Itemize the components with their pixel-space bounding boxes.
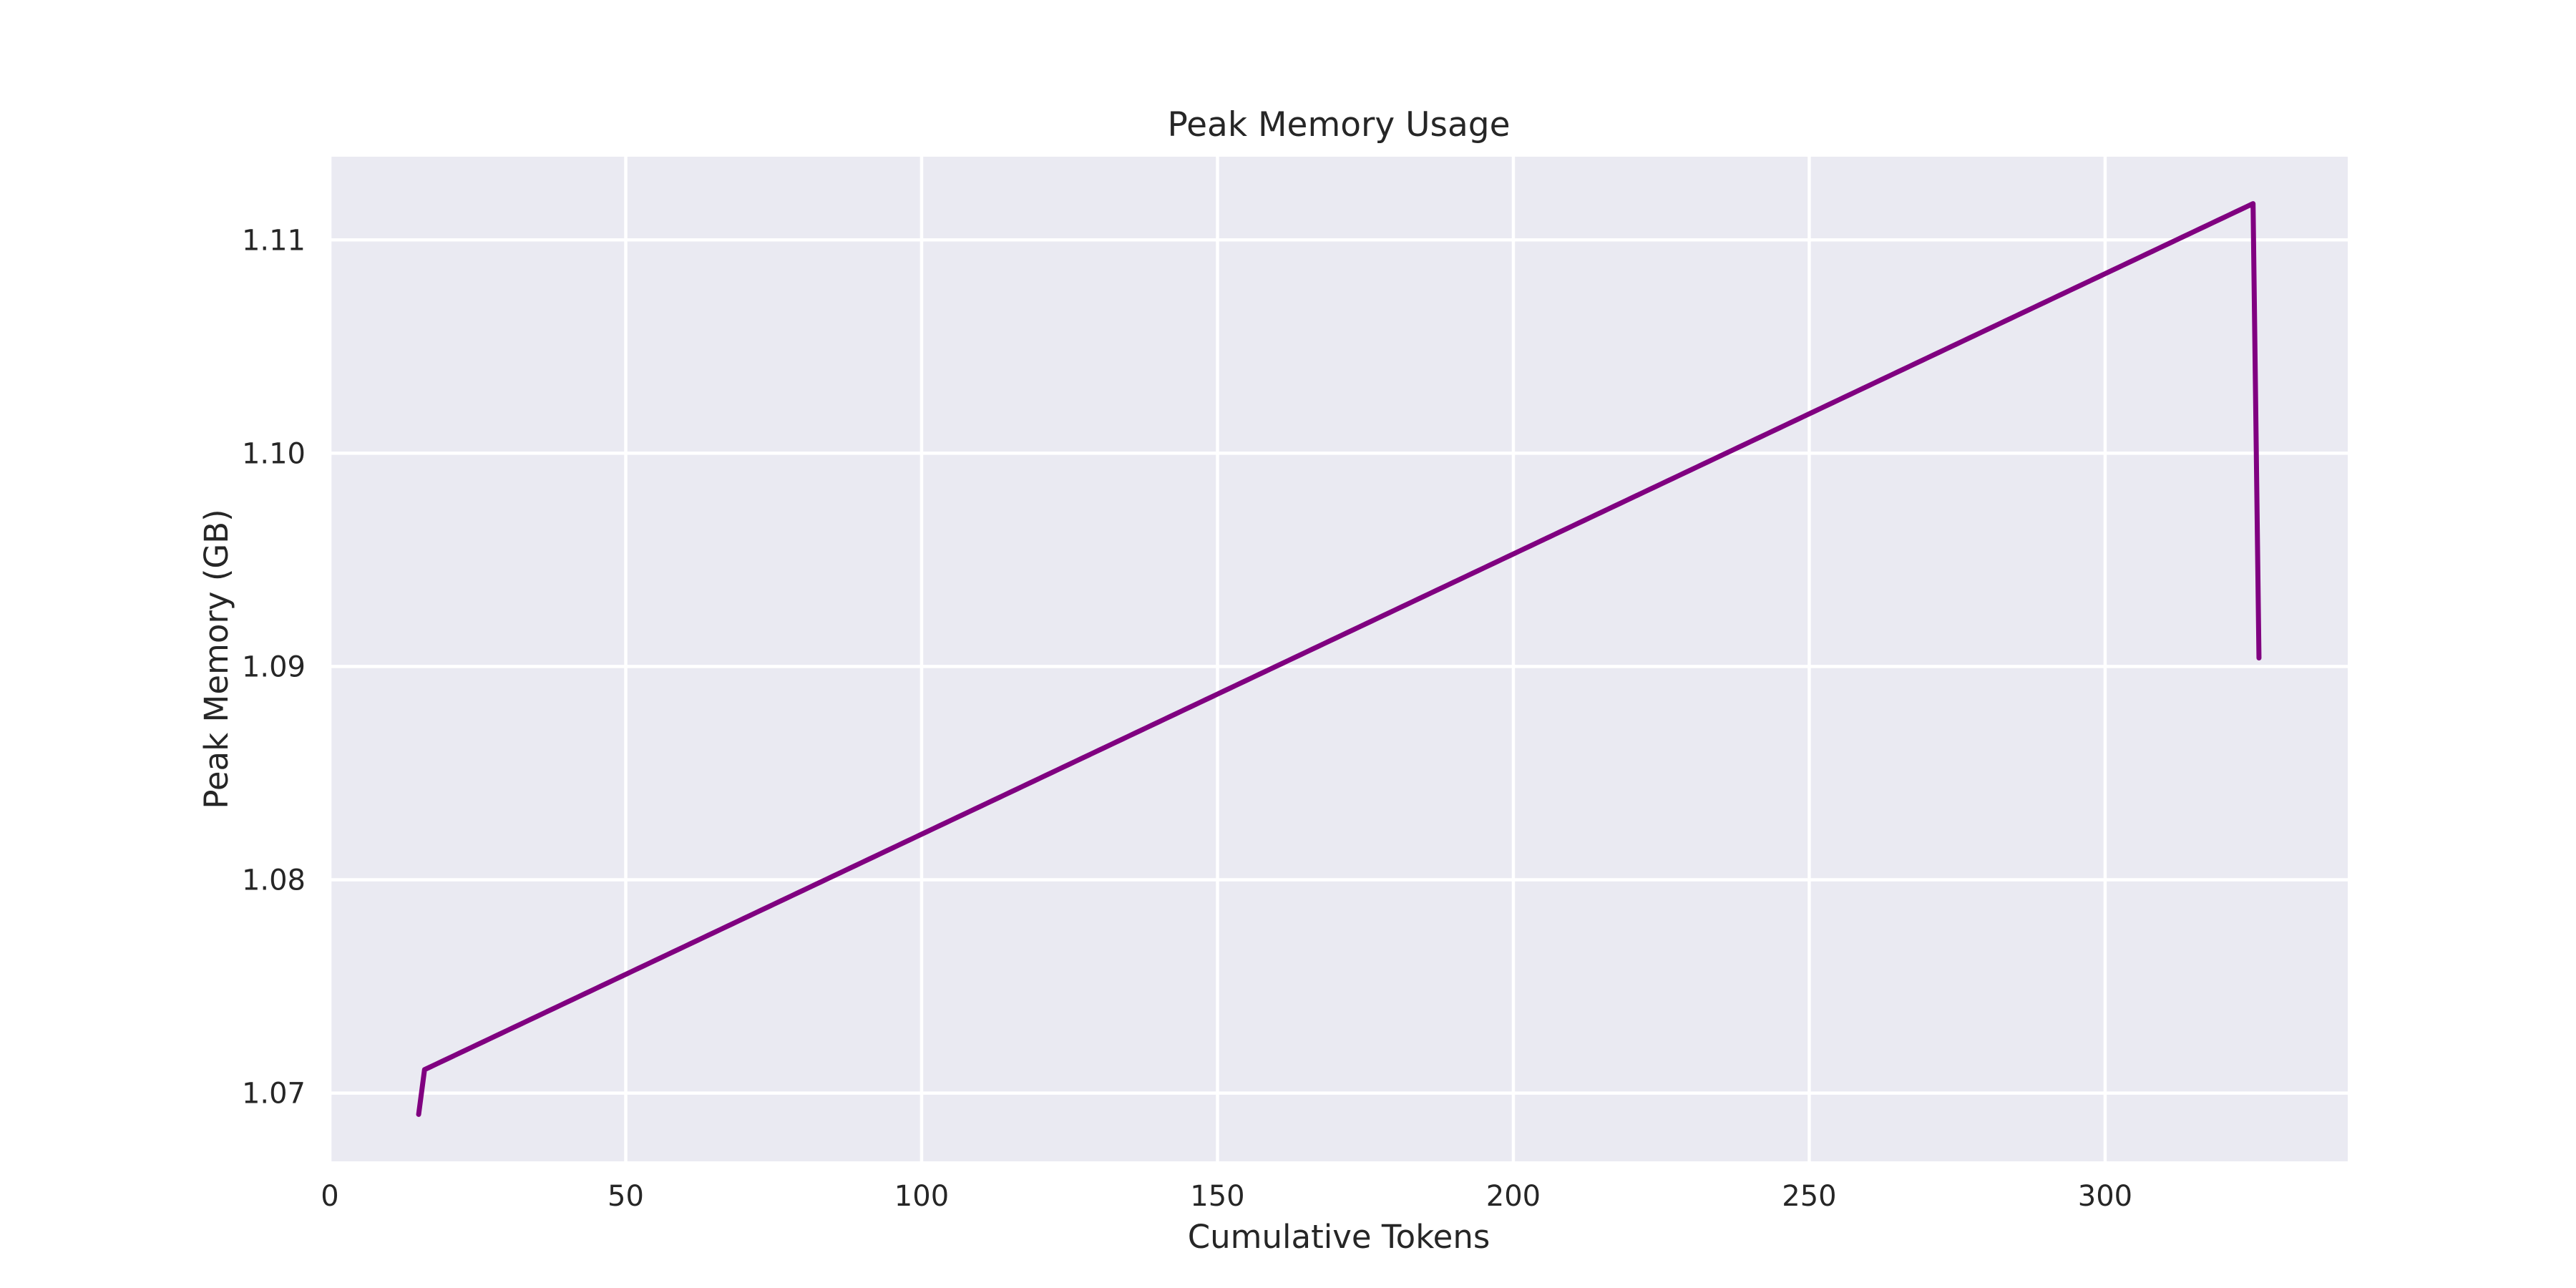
plot-area [330, 157, 2348, 1161]
y-tick-label: 1.07 [242, 1078, 306, 1111]
x-tick-label: 50 [608, 1180, 644, 1213]
y-tick-label: 1.10 [242, 437, 306, 470]
x-gridlines [328, 157, 2107, 1161]
y-tick-label: 1.11 [242, 224, 306, 257]
y-axis-label: Peak Memory (GB) [197, 509, 235, 809]
x-axis-label: Cumulative Tokens [1188, 1218, 1491, 1256]
x-tick-label: 300 [2078, 1180, 2132, 1213]
y-tick-label: 1.09 [242, 650, 306, 683]
y-gridlines [330, 238, 2348, 1095]
series-layer [416, 201, 2262, 1117]
chart-title: Peak Memory Usage [1167, 105, 1510, 145]
x-tick-label: 200 [1486, 1180, 1541, 1213]
x-tick-label: 250 [1782, 1180, 1836, 1213]
x-tick-label: 0 [321, 1180, 338, 1213]
series-line [416, 201, 2262, 1117]
y-tick-labels: 1.07 1.08 1.09 1.10 1.11 [242, 224, 306, 1110]
x-tick-labels: 0 50 100 150 200 250 300 [321, 1180, 2132, 1213]
x-tick-label: 100 [894, 1180, 949, 1213]
y-tick-label: 1.08 [242, 864, 306, 897]
x-tick-label: 150 [1190, 1180, 1244, 1213]
